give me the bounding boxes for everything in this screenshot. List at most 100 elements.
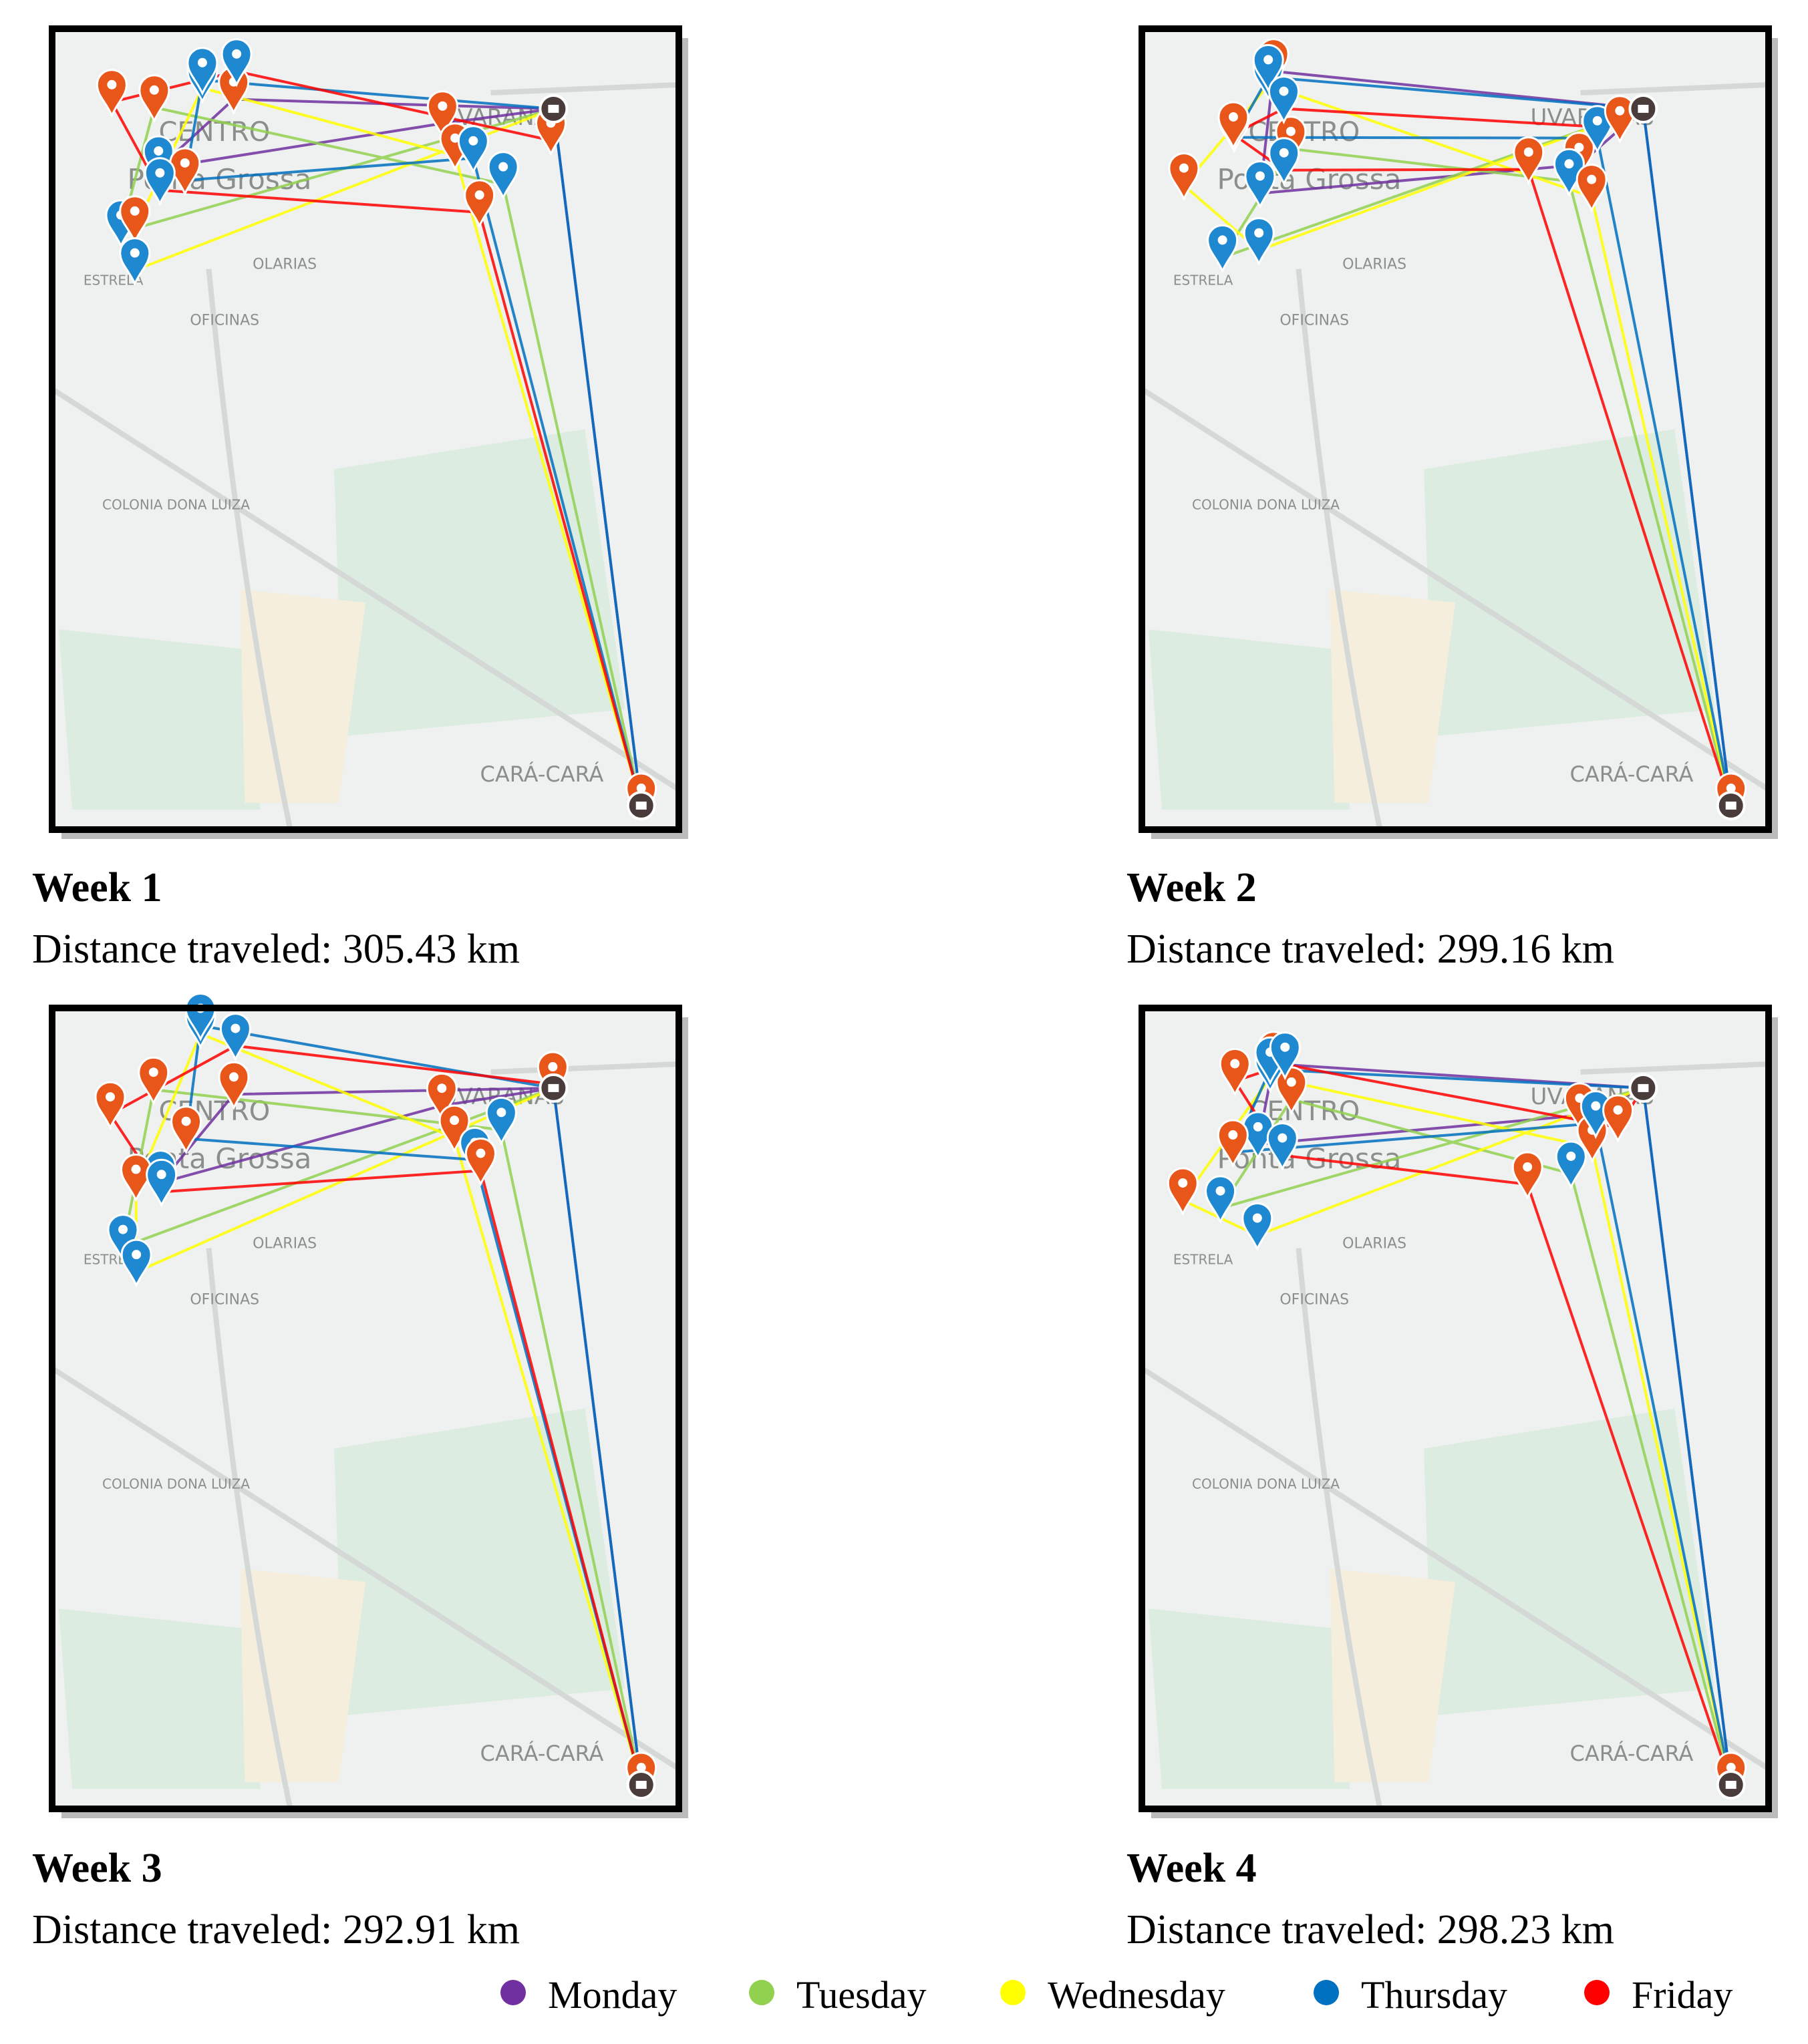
map-pin [464,179,496,228]
legend-label: Friday [1632,1973,1732,2017]
pin-dot [181,1116,191,1126]
depot-glyph [1725,1781,1737,1790]
sand-area [240,1568,365,1783]
map-label: ESTRELA [1173,1252,1233,1268]
map-pin [1267,75,1300,125]
pin-dot [1215,1186,1225,1196]
legend-label: Wednesday [1048,1973,1225,2017]
map-pin [220,38,253,88]
map-pin [1513,136,1545,186]
pin-dot [1591,1101,1601,1111]
depot-glyph [548,1083,559,1092]
distance-text: Distance traveled: 305.43 km [32,926,520,972]
pin-dot [1279,86,1289,96]
map-label: OFICINAS [190,313,259,329]
pin-dot [1217,235,1227,245]
map-label: COLONIA DONA LUIZA [102,496,250,512]
pin-dot [1228,1130,1238,1140]
pin-dot [132,1250,142,1260]
map-pin [170,1105,202,1155]
pin-dot [498,162,508,172]
map-label: COLONIA DONA LUIZA [102,1476,250,1492]
sand-area [240,589,365,804]
road [206,269,293,830]
pin-dot [1523,1162,1533,1172]
pin-dot [1286,126,1296,136]
map-pin [1241,1202,1273,1252]
map-label: OFICINAS [190,1292,259,1309]
distance-text: Distance traveled: 299.16 km [1126,926,1614,972]
pin-dot [468,136,478,146]
road [1580,1061,1769,1075]
map-label: OLARIAS [1342,257,1406,273]
map-pin [426,90,458,140]
pin-dot [1230,1059,1240,1069]
pin-dot [1277,1133,1288,1143]
route-line [134,1031,643,1785]
pin-dot [437,1083,447,1093]
depot-glyph [1638,104,1649,113]
legend-label: Thursday [1361,1973,1507,2017]
pin-dot [1726,784,1736,794]
sand-area [1330,589,1455,804]
map-pin [1219,1047,1251,1097]
map-pin [1266,1122,1298,1172]
pin-dot [450,133,460,143]
depot-glyph [548,104,559,113]
map-pin [94,1081,126,1130]
pin-dot [1253,1122,1263,1132]
pin-dot [496,1108,506,1118]
map-pin [438,1104,470,1154]
pin-dot [107,79,117,90]
map-pin [119,237,151,287]
pin-dot [1286,1077,1296,1087]
map-pin [119,195,151,244]
map-pin [144,157,176,206]
pin-dot [105,1092,115,1102]
map-pin [426,1072,458,1122]
map-pin [1604,95,1636,144]
park [334,1408,625,1716]
map-label: CARÁ-CARÁ [1569,761,1693,787]
pin-dot [1613,1105,1623,1115]
map-label: OFICINAS [1279,1292,1349,1309]
distance-text: Distance traveled: 292.91 km [32,1907,520,1952]
map-pin [1217,101,1249,150]
pin-dot [1564,159,1574,169]
pin-dot [1254,228,1264,238]
map-pin [1205,1175,1237,1224]
map-label: CARÁ-CARÁ [1569,1741,1693,1766]
pin-dot [1279,148,1289,158]
map-pin [107,1214,139,1263]
week-title: Week 1 [32,865,162,910]
pin-dot [1263,55,1273,65]
road [490,81,680,96]
pin-dot [1587,174,1597,184]
road [50,1366,681,1771]
map-label: COLONIA DONA LUIZA [1192,1476,1340,1492]
route-line [1231,75,1732,806]
map-pin [1511,1151,1543,1200]
map-label: OLARIAS [1342,1236,1406,1252]
pin-dot [1523,147,1533,157]
pin-dot [1592,116,1602,126]
map-pin [219,1013,251,1062]
pin-dot [1179,163,1189,173]
pin-dot [476,1148,486,1158]
map-label: CARÁ-CARÁ [480,1741,603,1766]
park [1149,1608,1350,1790]
map-pin [1252,43,1284,94]
pin-dot [130,248,140,258]
map-label: ESTRELA [1173,273,1233,289]
legend-swatch [500,1980,526,2005]
pin-dot [130,206,140,216]
map-pin [186,47,218,96]
pin-dot [450,1116,460,1126]
panel-frame [49,1005,682,1812]
road [1140,387,1771,792]
pin-dot [231,1023,241,1033]
map-pin [1581,105,1614,154]
map-pin [120,1238,152,1288]
